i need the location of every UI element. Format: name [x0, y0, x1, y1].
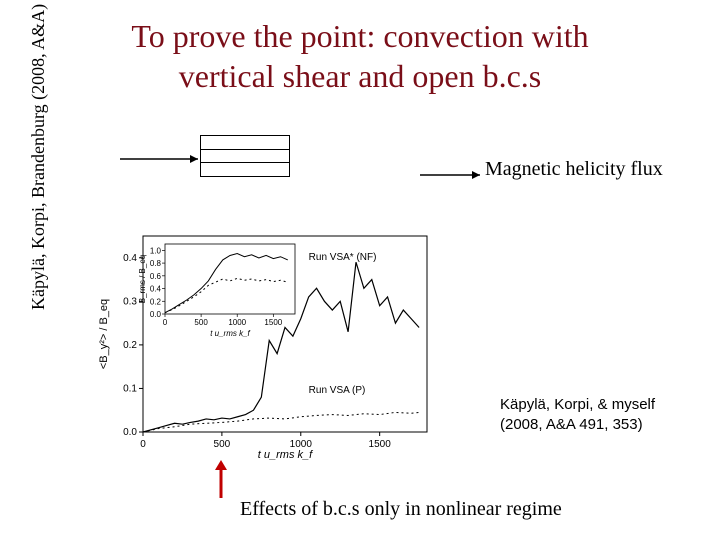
bottom-text: Effects of b.c.s only in nonlinear regim…	[240, 498, 562, 521]
arrow-right-icon	[420, 168, 482, 182]
svg-text:1.0: 1.0	[150, 246, 162, 255]
citation-line-2: (2008, A&A 491, 353)	[500, 416, 643, 433]
svg-text:Run VSA (P): Run VSA (P)	[309, 385, 366, 396]
citation-line-1: Käpylä, Korpi, & myself	[500, 396, 655, 413]
svg-text:0.4: 0.4	[123, 253, 137, 264]
svg-text:0.4: 0.4	[150, 285, 162, 294]
title-line-2: vertical shear and open b.c.s	[179, 58, 542, 94]
red-up-arrow-icon	[212, 460, 230, 500]
legend-box	[200, 135, 290, 177]
slide-title: To prove the point: convection with vert…	[0, 0, 720, 96]
legend-row	[201, 163, 289, 176]
svg-text:<B_y²> / B_eq: <B_y²> / B_eq	[98, 299, 110, 369]
svg-text:1500: 1500	[369, 439, 392, 450]
svg-text:0.1: 0.1	[123, 383, 137, 394]
citation: Käpylä, Korpi, & myself (2008, A&A 491, …	[500, 395, 655, 434]
svg-text:0: 0	[163, 318, 168, 327]
svg-text:0.0: 0.0	[150, 310, 162, 319]
svg-text:0: 0	[140, 439, 146, 450]
arrow-left-icon	[120, 152, 200, 166]
svg-text:0.6: 0.6	[150, 272, 162, 281]
svg-text:1000: 1000	[228, 318, 246, 327]
main-chart: 0 500 1000 1500 0.0 0.1 0.2 0.3 0.4 Run VSA* (NF)…	[95, 230, 435, 460]
svg-text:0.2: 0.2	[150, 297, 162, 306]
svg-text:0.0: 0.0	[123, 427, 137, 438]
svg-text:Run VSA* (NF): Run VSA* (NF)	[309, 252, 377, 263]
svg-text:0.3: 0.3	[123, 296, 137, 307]
flux-label: Magnetic helicity flux	[485, 158, 663, 181]
svg-text:0.8: 0.8	[150, 259, 162, 268]
svg-text:1500: 1500	[264, 318, 282, 327]
svg-text:500: 500	[214, 439, 231, 450]
legend-row	[201, 136, 289, 150]
svg-text:0.2: 0.2	[123, 340, 137, 351]
svg-text:t u_rms k_f: t u_rms k_f	[210, 329, 250, 338]
svg-text:B_rms / B_eq: B_rms / B_eq	[138, 255, 147, 303]
svg-text:t u_rms k_f: t u_rms k_f	[258, 449, 313, 460]
legend-row	[201, 150, 289, 164]
title-line-1: To prove the point: convection with	[131, 18, 588, 54]
vertical-citation: Käpylä, Korpi, Brandenburg (2008, A&A)	[28, 4, 49, 310]
svg-text:500: 500	[194, 318, 208, 327]
